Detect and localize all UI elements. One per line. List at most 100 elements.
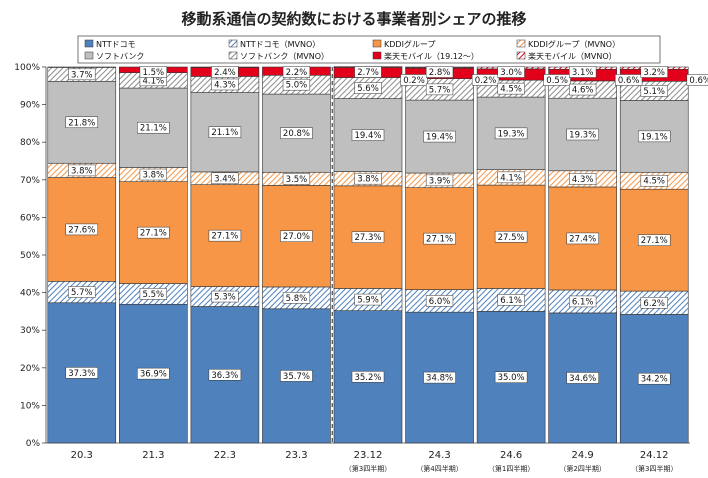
data-label-box (640, 66, 668, 78)
y-tick-label: 0% (26, 439, 41, 449)
data-label-box (494, 127, 528, 140)
data-label-box (494, 371, 528, 383)
y-tick-label: 20% (20, 364, 40, 374)
data-label: 37.3% (68, 369, 95, 379)
legend-swatch (516, 51, 526, 60)
data-label: 27.1% (140, 229, 167, 239)
data-label: 34.6% (569, 374, 596, 384)
x-tick-label: 21.3 (142, 450, 164, 461)
data-label: 2.4% (214, 68, 236, 78)
data-label-box (566, 372, 599, 384)
legend-swatch (516, 39, 526, 48)
data-label: 35.0% (498, 373, 525, 383)
data-label: 27.4% (569, 234, 596, 244)
data-label: 0.5% (546, 76, 568, 86)
data-label-box (139, 168, 167, 181)
legend-label: KDDIグループ（MVNO） (528, 39, 620, 49)
data-label: 0.2% (403, 76, 425, 86)
data-label: 5.6% (357, 84, 379, 94)
data-label-box (425, 66, 454, 78)
y-tick-label: 30% (20, 326, 40, 336)
legend-swatch (84, 39, 94, 48)
data-label: 3.1% (572, 68, 594, 78)
x-tick-sublabel: （第3四半期） (345, 464, 391, 473)
data-label-box (68, 164, 96, 177)
data-label: 27.3% (354, 233, 381, 243)
data-label-box (211, 172, 239, 185)
data-label-box (566, 128, 599, 141)
data-label: 5.5% (143, 290, 165, 300)
data-label: 21.1% (140, 124, 167, 134)
data-label: 3.7% (71, 70, 93, 80)
data-label: 2.2% (286, 68, 308, 78)
data-label-box (423, 371, 456, 384)
data-label: 4.3% (214, 80, 236, 90)
data-label-box (282, 78, 311, 91)
data-label-box (282, 66, 311, 78)
data-label-box (65, 367, 99, 379)
data-label-box (569, 173, 597, 185)
data-label-box (208, 126, 242, 138)
data-label-box (400, 74, 428, 86)
data-label-box (282, 292, 311, 304)
data-label: 6.1% (572, 297, 594, 307)
data-label: 2.8% (429, 68, 451, 78)
data-label-box (640, 85, 668, 97)
data-label: 35.2% (354, 373, 381, 383)
x-tick-label: 24.9 (572, 450, 594, 461)
data-label-box (637, 372, 671, 385)
data-label: 27.6% (68, 225, 95, 235)
y-tick-label: 90% (20, 101, 40, 111)
x-tick-label: 23.12 (354, 450, 383, 461)
data-label-box (137, 367, 170, 380)
y-tick-label: 10% (20, 401, 40, 411)
data-label: 35.7% (283, 372, 310, 382)
data-label-box (569, 66, 597, 78)
data-label-box (566, 232, 599, 245)
data-label-box (354, 172, 382, 185)
data-label: 19.3% (569, 130, 596, 140)
data-labels: 37.3% 5.7% 27.6% 3.8% 21.8% 3.7% 36.9% 5.5% 27.1… (65, 66, 708, 385)
bar-segment (333, 98, 403, 172)
data-label: 5.1% (643, 87, 665, 97)
x-tick-label: 24.3 (428, 450, 450, 461)
data-label: 36.9% (140, 370, 167, 380)
data-label: 21.1% (211, 128, 238, 138)
data-label-box (423, 232, 456, 245)
data-label-box (497, 171, 525, 184)
data-label: 3.2% (643, 68, 665, 78)
legend-swatch (372, 39, 382, 48)
data-label: 4.1% (500, 173, 522, 183)
x-tick-sublabel: （第2四半期） (559, 464, 605, 473)
data-label: 4.1% (143, 76, 165, 86)
data-label-box (423, 130, 456, 143)
legend-label: NTTドコモ（MVNO） (240, 40, 320, 49)
data-label-box (139, 288, 167, 300)
data-label: 6.2% (643, 299, 665, 309)
data-label-box (65, 116, 99, 129)
data-label-box (351, 129, 385, 141)
y-tick-label: 100% (14, 63, 40, 73)
data-label: 27.1% (211, 232, 238, 242)
x-tick-label: 24.12 (640, 450, 669, 461)
data-label-box (354, 293, 382, 306)
legend-swatch (84, 51, 94, 60)
data-label: 6.0% (429, 297, 451, 307)
data-label-box (211, 78, 239, 91)
data-label: 0.6% (689, 76, 708, 86)
legend-label: KDDIグループ (384, 39, 435, 49)
data-label-box (208, 229, 242, 242)
data-label: 3.4% (214, 174, 236, 184)
data-label: 4.5% (500, 85, 522, 95)
x-tick-sublabel: （第3四半期） (631, 464, 677, 473)
data-label: 21.8% (68, 118, 95, 128)
data-label-box (282, 173, 311, 185)
data-label: 19.4% (426, 133, 453, 143)
x-tick-sublabel: （第4四半期） (416, 464, 462, 473)
data-label: 5.3% (214, 293, 236, 303)
data-label-box (615, 74, 643, 86)
data-label: 4.5% (643, 177, 665, 187)
x-tick-label: 20.3 (71, 450, 93, 461)
data-label-box (497, 66, 525, 78)
